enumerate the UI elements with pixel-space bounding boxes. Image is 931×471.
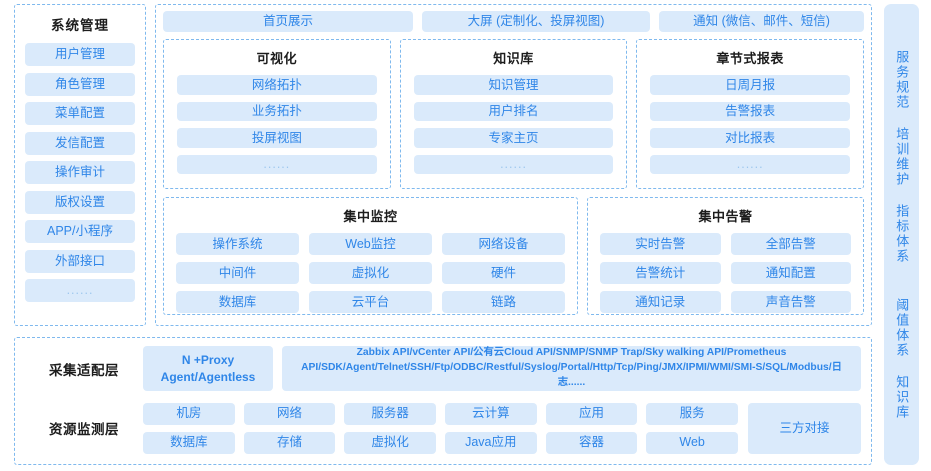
- top-item-homepage[interactable]: 首页展示: [163, 11, 413, 32]
- centralized-alarm-panel: 集中告警 实时告警 全部告警 告警统计 通知配置 通知记录 声音告警: [587, 197, 864, 315]
- card-report: 章节式报表 日周月报 告警报表 对比报表 ......: [636, 39, 865, 189]
- monitoring-item-network-device[interactable]: 网络设备: [442, 233, 565, 255]
- top-feature-row: 首页展示 大屏 (定制化、投屏视图) 通知 (微信、邮件、短信): [163, 11, 864, 32]
- card-visualization-title: 可视化: [256, 51, 298, 66]
- sysmgmt-item-external-api[interactable]: 外部接口: [25, 249, 135, 273]
- monitoring-item-virtualization[interactable]: 虚拟化: [309, 262, 432, 284]
- resource-layer-label: 资源监测层: [49, 422, 119, 437]
- resource-item-storage[interactable]: 存储: [243, 431, 336, 454]
- resource-item-cloud-computing[interactable]: 云计算: [444, 402, 537, 425]
- alarm-item-sound[interactable]: 声音告警: [730, 291, 851, 313]
- monitoring-item-hardware[interactable]: 硬件: [442, 262, 565, 284]
- resource-layer-row: 资源监测层 机房 网络 服务器 云计算 应用 服务 数据库 存储 虚拟化 Jav…: [25, 398, 861, 458]
- resource-item-container[interactable]: 容器: [545, 431, 638, 454]
- sysmgmt-item-audit[interactable]: 操作审计: [25, 161, 135, 184]
- centralized-monitoring-title: 集中监控: [343, 209, 398, 224]
- card-visualization-item-business-topology[interactable]: 业务拓扑: [177, 101, 377, 121]
- card-knowledge-base: 知识库 知识管理 用户排名 专家主页 ......: [399, 39, 628, 189]
- monitoring-item-cloud-platform[interactable]: 云平台: [309, 291, 432, 313]
- sysmgmt-item-copyright[interactable]: 版权设置: [25, 190, 135, 214]
- monitoring-item-database[interactable]: 数据库: [176, 291, 299, 313]
- system-management-panel: 系统管理 用户管理 角色管理 菜单配置 发信配置 操作审计 版权设置 APP/小…: [14, 4, 146, 326]
- resource-layer-grid: 机房 网络 服务器 云计算 应用 服务 数据库 存储 虚拟化 Java应用 容器…: [143, 402, 738, 454]
- card-knowledge-base-title: 知识库: [493, 51, 534, 66]
- feature-card-row: 可视化 网络拓扑 业务拓扑 投屏视图 ...... 知识库 知识管理 用户排名 …: [163, 39, 865, 189]
- resource-item-network[interactable]: 网络: [243, 402, 336, 425]
- collection-layer-label: 采集适配层: [49, 362, 119, 378]
- sysmgmt-item-more[interactable]: ......: [25, 279, 135, 302]
- card-report-item-more[interactable]: ......: [650, 154, 851, 174]
- sysmgmt-item-mail[interactable]: 发信配置: [25, 131, 135, 155]
- service-standard-sidebar-label: 服务规范 培训维护 指标体系 阈值体系 知识库: [894, 49, 910, 420]
- card-knowledge-item-more[interactable]: ......: [413, 154, 614, 174]
- resource-item-application[interactable]: 应用: [545, 402, 638, 425]
- alarm-item-notification-config[interactable]: 通知配置: [730, 262, 851, 284]
- card-visualization-item-network-topology[interactable]: 网络拓扑: [177, 75, 377, 95]
- alarm-item-notification-record[interactable]: 通知记录: [600, 291, 721, 313]
- sysmgmt-item-role[interactable]: 角色管理: [25, 72, 135, 96]
- resource-item-server[interactable]: 服务器: [344, 402, 436, 425]
- card-report-title: 章节式报表: [716, 51, 784, 66]
- collection-protocols-chip[interactable]: Zabbix API/vCenter API/公有云Cloud API/SNMP…: [282, 346, 861, 391]
- service-standard-sidebar: 服务规范 培训维护 指标体系 阈值体系 知识库: [884, 4, 919, 465]
- sysmgmt-item-menu[interactable]: 菜单配置: [25, 102, 135, 125]
- monitor-alarm-row: 集中监控 操作系统 Web监控 网络设备 中间件 虚拟化 硬件 数据库 云平台 …: [163, 197, 864, 315]
- card-report-item-alarm-report[interactable]: 告警报表: [650, 101, 851, 121]
- card-report-item-comparison-report[interactable]: 对比报表: [650, 128, 851, 148]
- resource-item-service[interactable]: 服务: [646, 402, 738, 425]
- sysmgmt-item-app[interactable]: APP/小程序: [25, 220, 135, 243]
- monitoring-item-link[interactable]: 链路: [442, 291, 565, 313]
- infrastructure-layer-panel: 采集适配层 N +Proxy Agent/Agentless Zabbix AP…: [14, 337, 872, 465]
- collection-adapter-chip[interactable]: N +Proxy Agent/Agentless: [143, 346, 273, 391]
- system-management-title: 系统管理: [51, 18, 109, 33]
- alarm-item-all[interactable]: 全部告警: [730, 233, 851, 255]
- monitoring-item-web[interactable]: Web监控: [309, 233, 432, 255]
- centralized-alarm-grid: 实时告警 全部告警 告警统计 通知配置 通知记录 声音告警: [600, 233, 851, 313]
- alarm-item-statistics[interactable]: 告警统计: [600, 262, 721, 284]
- resource-item-web[interactable]: Web: [646, 431, 738, 454]
- resource-item-datacenter[interactable]: 机房: [143, 402, 235, 425]
- centralized-alarm-title: 集中告警: [698, 209, 753, 224]
- monitoring-item-middleware[interactable]: 中间件: [176, 262, 299, 284]
- top-item-notification[interactable]: 通知 (微信、邮件、短信): [659, 11, 864, 32]
- card-knowledge-item-user-ranking[interactable]: 用户排名: [413, 101, 614, 121]
- sysmgmt-item-user[interactable]: 用户管理: [25, 43, 135, 66]
- alarm-item-realtime[interactable]: 实时告警: [600, 233, 721, 255]
- centralized-monitoring-panel: 集中监控 操作系统 Web监控 网络设备 中间件 虚拟化 硬件 数据库 云平台 …: [163, 197, 578, 315]
- third-party-integration-chip[interactable]: 三方对接: [748, 402, 861, 454]
- resource-item-database[interactable]: 数据库: [143, 431, 235, 454]
- application-layer-panel: 首页展示 大屏 (定制化、投屏视图) 通知 (微信、邮件、短信) 可视化 网络拓…: [155, 4, 872, 326]
- card-visualization-item-more[interactable]: ......: [177, 154, 377, 174]
- monitoring-item-os[interactable]: 操作系统: [176, 233, 299, 255]
- centralized-monitoring-grid: 操作系统 Web监控 网络设备 中间件 虚拟化 硬件 数据库 云平台 链路: [176, 233, 565, 313]
- card-visualization: 可视化 网络拓扑 业务拓扑 投屏视图 ......: [163, 39, 391, 189]
- collection-layer-row: 采集适配层 N +Proxy Agent/Agentless Zabbix AP…: [25, 345, 861, 392]
- card-visualization-item-screen-view[interactable]: 投屏视图: [177, 128, 377, 148]
- resource-item-java-application[interactable]: Java应用: [444, 431, 537, 454]
- card-report-item-daily-weekly-monthly[interactable]: 日周月报: [650, 75, 851, 95]
- resource-item-virtualization[interactable]: 虚拟化: [344, 431, 436, 454]
- card-knowledge-item-management[interactable]: 知识管理: [413, 75, 614, 95]
- top-item-bigscreen[interactable]: 大屏 (定制化、投屏视图): [422, 11, 650, 32]
- card-knowledge-item-expert-home[interactable]: 专家主页: [413, 128, 614, 148]
